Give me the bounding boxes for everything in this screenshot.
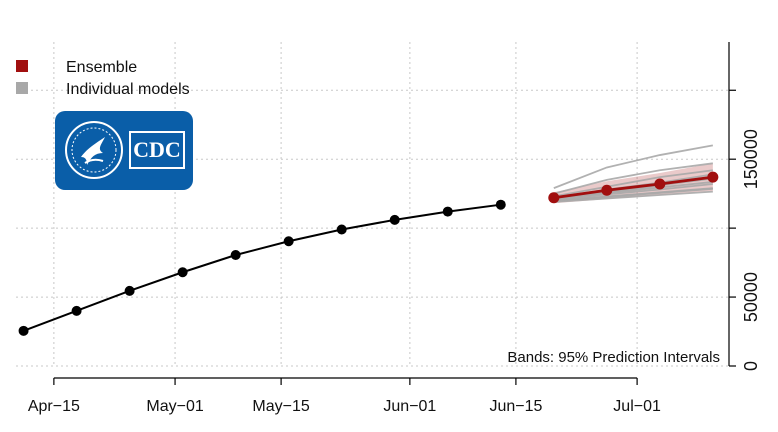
bands-annotation: Bands: 95% Prediction Intervals: [507, 349, 720, 366]
x-tick-label-3: Jun−01: [383, 398, 436, 415]
x-axis: Apr−15 May−01 May−15 Jun−01 Jun−15 Jul−01: [28, 377, 661, 415]
grid: [16, 42, 728, 367]
observed-line: [23, 203, 501, 332]
cdc-logo: CDC: [55, 111, 193, 190]
individual-model-line-1: [553, 162, 713, 195]
observed-point-4: [230, 250, 241, 261]
observed-point-0: [18, 325, 29, 336]
ensemble-point-2: [654, 178, 666, 190]
hhs-seal-icon: [65, 121, 123, 179]
y-axis: 0 50000 150000: [728, 42, 761, 371]
ensemble-point-1: [601, 184, 613, 196]
ensemble-line: [553, 175, 714, 200]
legend-label-ensemble: Ensemble: [66, 59, 137, 76]
legend-label-individual-models: Individual models: [66, 81, 190, 98]
y-tick-label-2: 150000: [741, 129, 761, 189]
individual-model-line-2: [553, 169, 713, 198]
observed-point-2: [124, 285, 135, 296]
cdc-logo-text: CDC: [129, 131, 185, 169]
individual-model-line-5: [553, 181, 713, 200]
x-tick-label-5: Jul−01: [613, 398, 661, 415]
x-tick-label-0: Apr−15: [28, 398, 80, 415]
individual-model-line-9: [553, 190, 713, 203]
observed-series: [18, 199, 506, 336]
ensemble-point-0: [548, 192, 560, 204]
observed-point-5: [283, 236, 294, 247]
ensemble-series: [548, 171, 719, 204]
individual-model-line-0: [553, 144, 714, 189]
legend: Ensemble Individual models: [16, 59, 190, 98]
observed-point-1: [71, 305, 82, 316]
observed-point-8: [442, 206, 453, 217]
y-tick-label-1: 50000: [741, 272, 761, 322]
x-tick-label-4: Jun−15: [489, 398, 542, 415]
observed-point-9: [495, 199, 506, 210]
legend-swatch-individual-models: [16, 82, 28, 94]
observed-point-7: [389, 214, 400, 225]
y-tick-label-0: 0: [741, 361, 761, 371]
ensemble-point-3: [707, 171, 719, 183]
observed-point-3: [177, 267, 188, 278]
individual-model-line-6: [553, 183, 713, 201]
x-tick-label-2: May−15: [252, 398, 309, 415]
individual-model-line-8: [553, 187, 713, 203]
legend-swatch-ensemble: [16, 60, 28, 72]
x-tick-label-1: May−01: [146, 398, 203, 415]
observed-point-6: [336, 224, 347, 235]
